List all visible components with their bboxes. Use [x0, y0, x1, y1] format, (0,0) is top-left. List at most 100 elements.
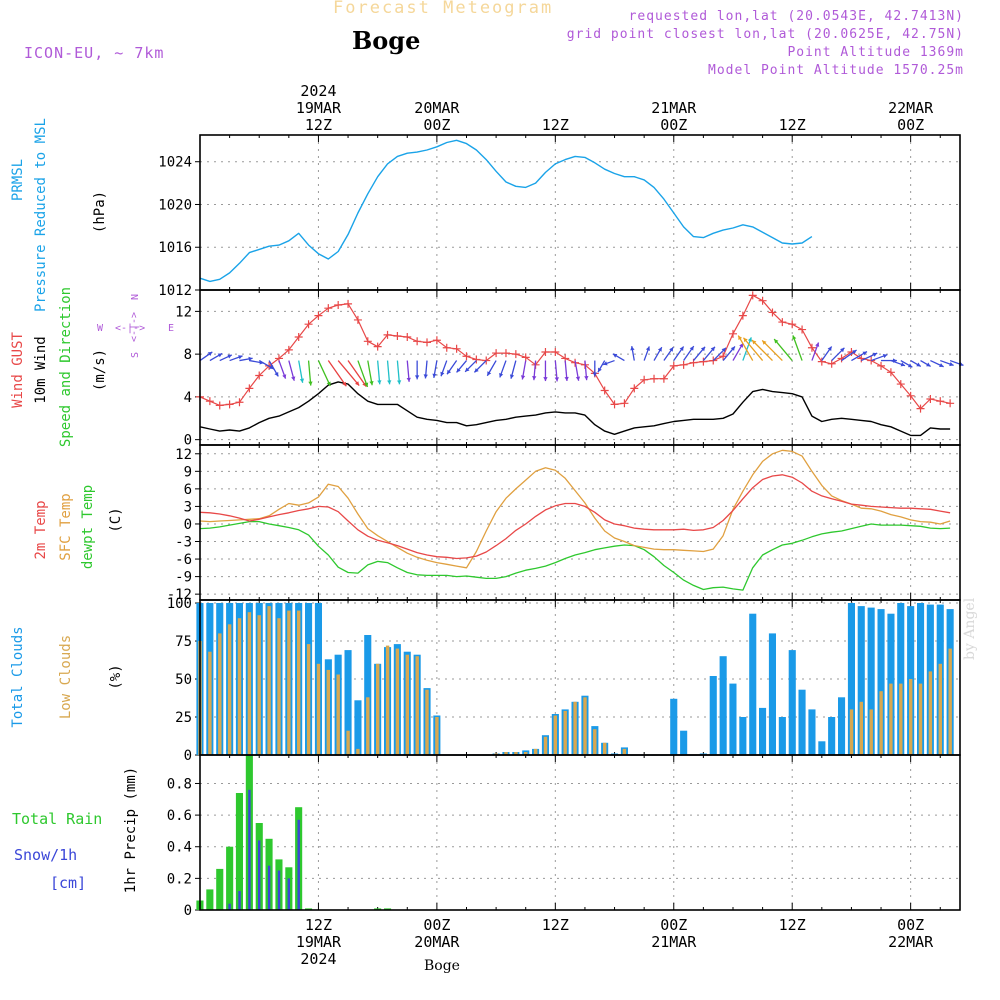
low-cloud-bar: [306, 644, 311, 755]
wind-arrow-head: [762, 340, 767, 345]
bottom-time-label: 00Z: [897, 916, 924, 934]
wind-arrow-head: [916, 362, 921, 367]
total-cloud-bar: [778, 717, 786, 755]
gust-marker: [294, 333, 303, 342]
low-cloud-bar: [376, 663, 380, 755]
wind-arrow: [337, 360, 360, 387]
wind-arrow-head: [679, 346, 684, 351]
low-cloud-bar: [593, 729, 597, 755]
wind-arrow-head: [406, 377, 411, 382]
wind-arrow-head: [564, 376, 569, 381]
wind-arrow: [386, 360, 391, 385]
low-cloud-bar: [366, 697, 370, 755]
gust-marker: [778, 318, 787, 327]
wind-arrow-head: [815, 342, 820, 347]
rain-label: Total Rain: [12, 810, 102, 828]
wind-arrow-head: [299, 378, 305, 383]
y-tick-label: 1016: [158, 240, 192, 256]
wind-arrow-head: [939, 363, 944, 367]
low-cloud-bar: [938, 663, 942, 755]
y-tick-label: 100: [167, 596, 192, 612]
low-cloud-bar: [218, 633, 222, 755]
low-cloud-bar: [948, 648, 952, 755]
low-cloud-bar: [889, 683, 893, 755]
low-cloud-bar: [395, 648, 400, 755]
pressure-label: Pressure Reduced to MSL: [33, 118, 49, 312]
gust-marker: [896, 380, 905, 389]
low-cloud-bar: [849, 709, 854, 755]
low-cloud-bar: [869, 709, 873, 755]
total-cloud-bar: [798, 689, 806, 755]
low-cloud-bar: [405, 654, 409, 755]
wind-arrow-head: [440, 371, 445, 377]
gust-marker: [610, 400, 619, 409]
gust-marker: [807, 343, 816, 352]
y-tick-label: 0.2: [167, 871, 192, 887]
low-cloud-bar: [356, 748, 360, 755]
wind-arrow-head: [207, 351, 213, 356]
top-time-label: 12Z: [305, 116, 332, 134]
gust-marker: [551, 348, 560, 356]
low-cloud-bar: [326, 669, 330, 755]
snow-bar: [267, 865, 271, 910]
wind-arrow: [751, 339, 773, 362]
total-cloud-bar: [719, 656, 727, 755]
wind-arrow-head: [447, 369, 452, 375]
gust-marker: [383, 330, 392, 339]
gust-marker: [442, 343, 451, 352]
rain-bar: [206, 889, 214, 910]
snow-bar: [258, 840, 261, 910]
low-cloud-bar: [918, 683, 923, 755]
pressure-line: [199, 139, 813, 283]
wind-arrow-head: [747, 337, 752, 342]
gust-marker: [936, 397, 945, 406]
low-cloud-label: Low Clouds: [58, 635, 74, 719]
total-cloud-bar: [818, 741, 826, 755]
snow-bar: [228, 903, 231, 910]
top-time-label: 12Z: [779, 116, 806, 134]
total-cloud-bar: [364, 635, 372, 755]
wind-arrow-head: [872, 352, 878, 357]
rain-bar: [235, 793, 243, 910]
bottom-time-label: 2024: [300, 950, 336, 968]
gust-marker: [699, 357, 708, 366]
wind-arrow-head: [882, 354, 888, 359]
gust-marker: [719, 352, 728, 361]
sfc-temp-label: SFC Temp: [58, 493, 74, 560]
low-cloud-bar: [524, 752, 528, 755]
y-tick-label: 75: [175, 634, 192, 650]
chart-title: Forecast Meteogram: [333, 0, 554, 18]
low-cloud-bar: [346, 730, 350, 755]
wind-arrow-head: [415, 375, 420, 380]
low-cloud-bar: [583, 697, 587, 755]
snow-bar: [297, 819, 300, 910]
wind-arrow: [742, 337, 764, 361]
total-cloud-bar: [749, 613, 757, 755]
wind-arrow-head: [907, 363, 913, 368]
gust-marker: [620, 399, 629, 408]
gust-label: Wind GUST: [10, 332, 26, 408]
total-cloud-bar: [877, 609, 885, 755]
dewpt-line: [199, 520, 951, 591]
panel-frame-1: [199, 289, 961, 446]
wind-arrow-head: [291, 376, 296, 381]
gust-marker: [906, 391, 915, 400]
low-cloud-bar: [435, 717, 439, 755]
y-tick-label: 9: [184, 464, 192, 480]
wind-arrow-head: [612, 353, 618, 358]
total-cloud-bar: [729, 683, 737, 755]
cloud-unit-label: (%): [108, 664, 124, 689]
temp-unit-label: (C): [108, 507, 124, 532]
gust-marker: [728, 329, 737, 338]
wind-arrow: [377, 360, 381, 385]
grid-point-coords: grid point closest lon,lat (20.0625E, 42…: [566, 27, 964, 42]
wind-arrow-head: [474, 368, 479, 373]
total-cloud-bar: [670, 698, 678, 755]
snow-label: Snow/1h: [14, 846, 77, 864]
wind-arrow-head: [532, 376, 537, 381]
wind-arrow-head: [738, 335, 743, 340]
low-cloud-bar: [336, 674, 340, 755]
wind-arrow-head: [598, 367, 602, 373]
bottom-time-label: 12Z: [542, 916, 569, 934]
wind-arrow-head: [840, 347, 845, 353]
